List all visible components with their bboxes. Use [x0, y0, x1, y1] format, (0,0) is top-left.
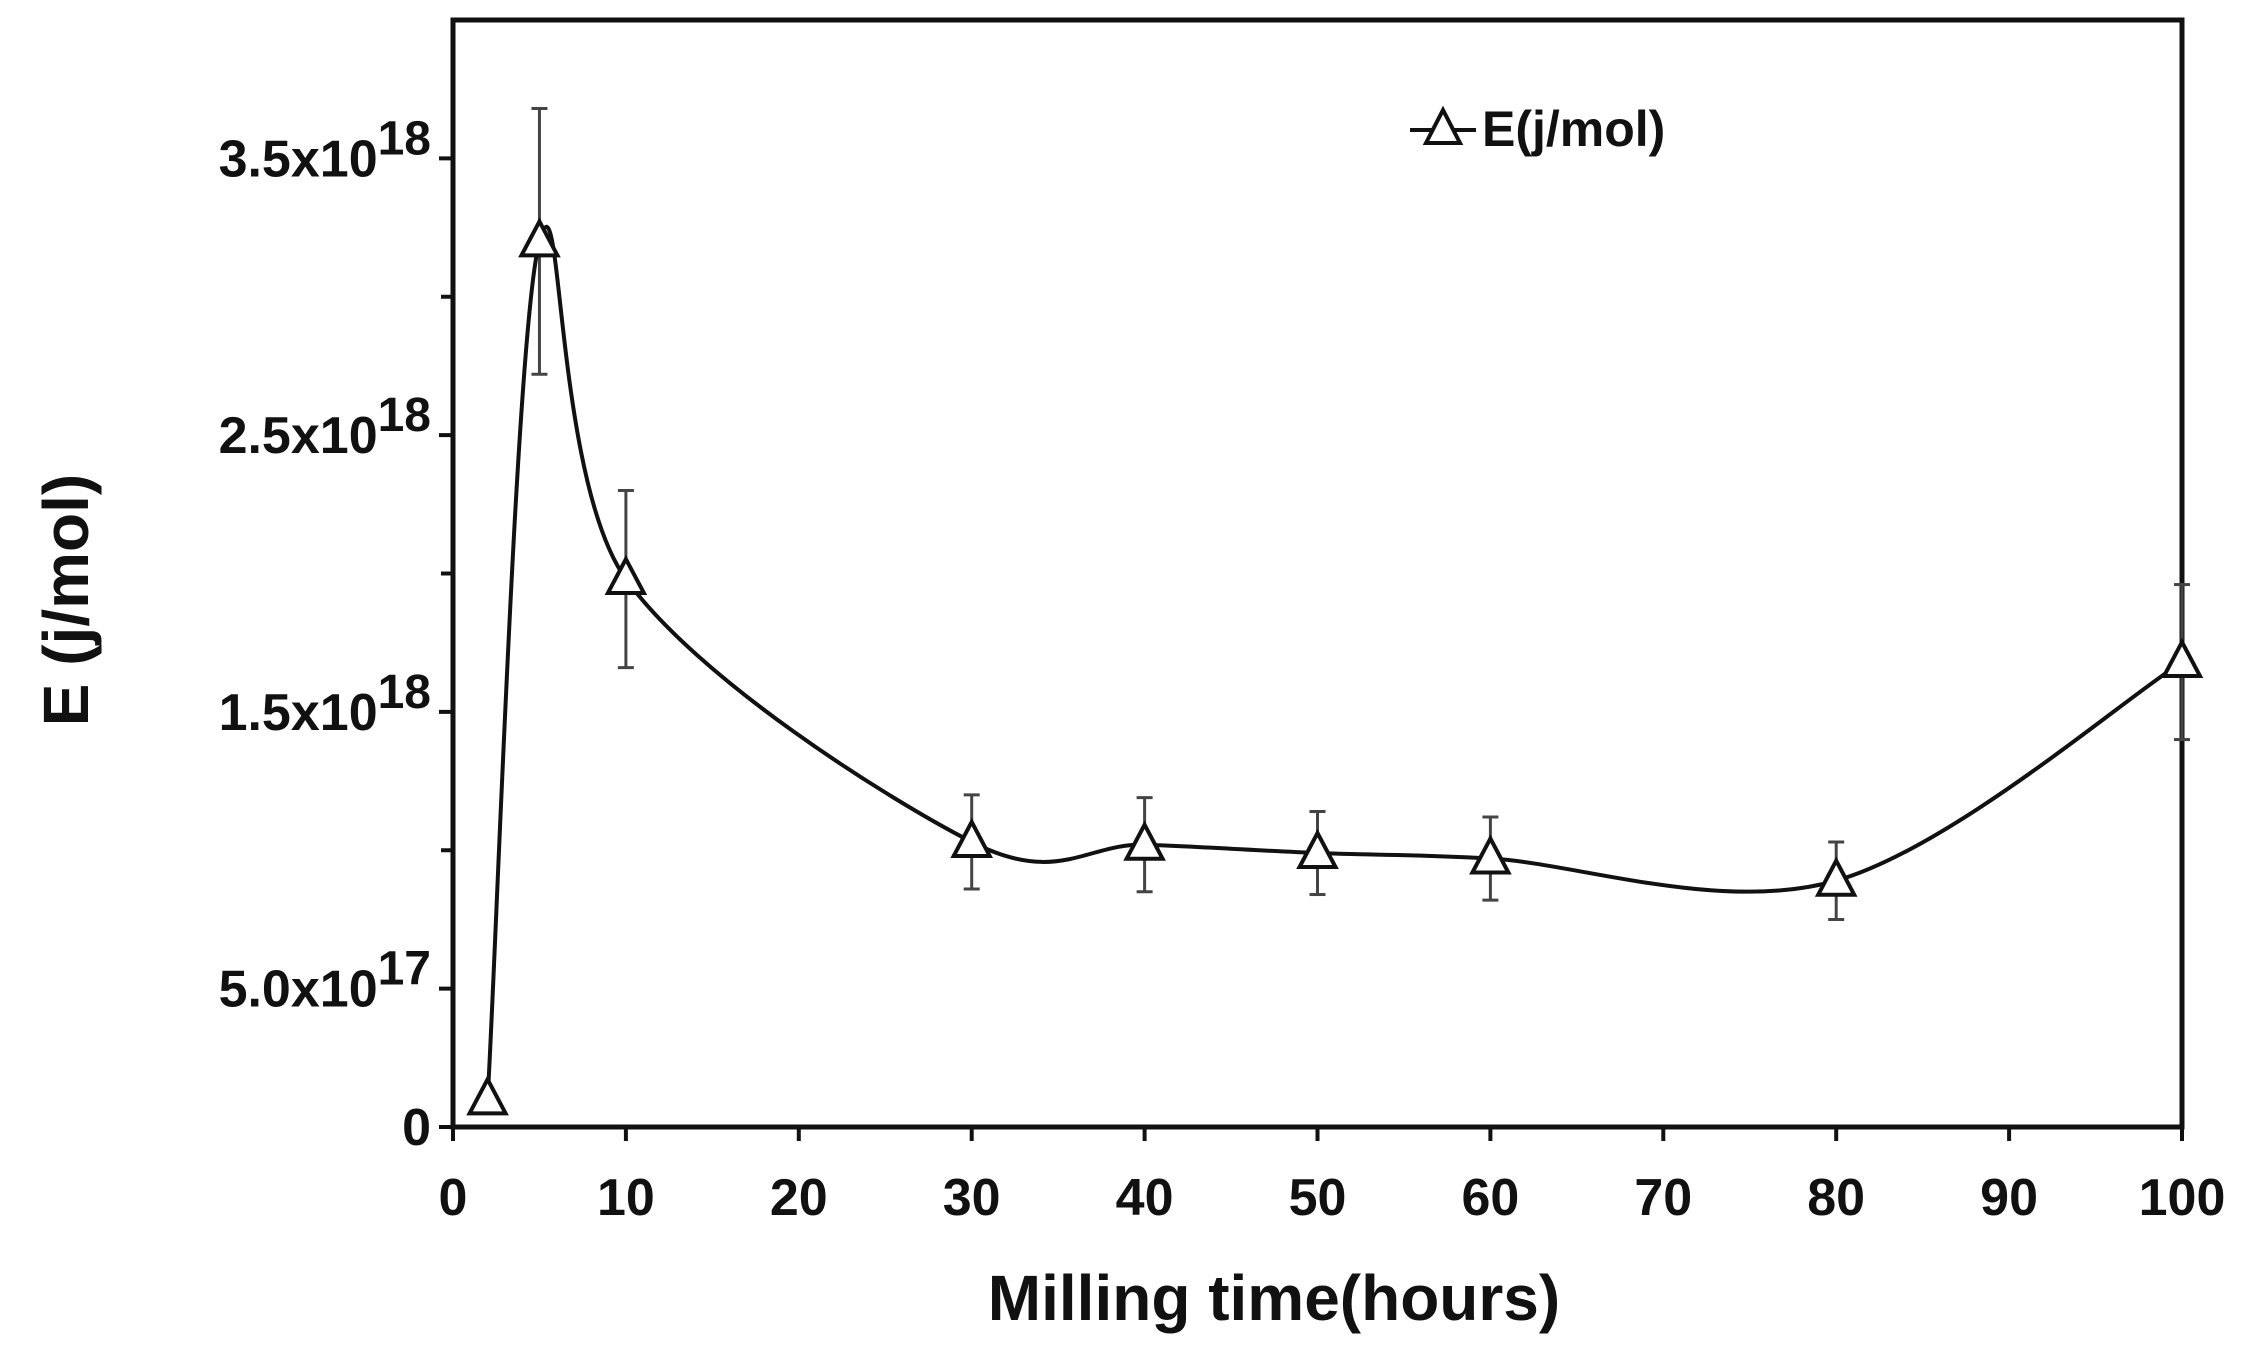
y-tick-label: 5.0x1017 — [219, 943, 431, 1019]
x-tick-label: 40 — [1116, 1169, 1174, 1227]
y-axis: 3.5x1018 2.5x1018 1.5x1018 5.0x1017 0 — [219, 112, 453, 1157]
data-point — [2160, 637, 2204, 679]
x-tick-label: 50 — [1289, 1169, 1347, 1227]
plot-frame — [450, 17, 2185, 1130]
x-tick-label: 10 — [597, 1169, 655, 1227]
x-axis-title: Milling time(hours) — [988, 1262, 1560, 1334]
y-tick-label: 3.5x1018 — [219, 112, 431, 188]
data-point — [950, 817, 994, 858]
data-point — [1814, 856, 1858, 897]
series-line — [485, 224, 2184, 1100]
x-tick-label: 60 — [1461, 1169, 1519, 1227]
x-tick-label: 100 — [2139, 1169, 2226, 1227]
data-point — [604, 554, 648, 596]
x-tick-label: 0 — [439, 1169, 468, 1227]
x-axis: 0 10 20 30 40 50 60 70 80 90 100 — [439, 1127, 2226, 1227]
y-tick-label: 1.5x1018 — [219, 666, 431, 742]
data-point — [466, 1075, 509, 1116]
x-tick-label: 90 — [1980, 1169, 2038, 1227]
legend-label: E(j/mol) — [1482, 101, 1665, 157]
data-point — [1123, 820, 1166, 861]
legend: E(j/mol) — [1410, 101, 1665, 157]
x-tick-label: 80 — [1807, 1169, 1865, 1227]
y-tick-label: 2.5x1018 — [219, 389, 431, 465]
data-point — [518, 217, 561, 258]
x-tick-label: 30 — [943, 1169, 1001, 1227]
data-point — [1469, 834, 1512, 875]
legend-marker-triangle — [1422, 105, 1464, 145]
x-tick-label: 70 — [1634, 1169, 1692, 1227]
y-axis-title: E (j/mol) — [30, 474, 102, 726]
series-layer — [466, 107, 2204, 1116]
data-point — [1296, 828, 1339, 870]
y-tick-label: 0 — [402, 1099, 431, 1157]
x-tick-label: 20 — [770, 1169, 828, 1227]
